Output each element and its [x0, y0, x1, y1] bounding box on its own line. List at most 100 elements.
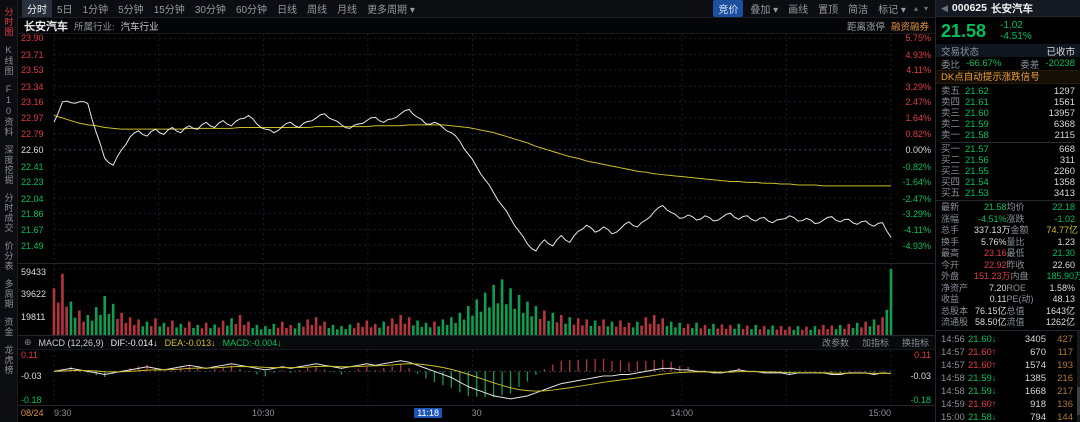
toolbar-action-button[interactable]: 叠加 ▾ — [750, 5, 779, 16]
period-tab[interactable]: 5日 — [57, 5, 73, 16]
macd-chart[interactable]: 0.11 0.11 -0.03 -0.03 -0.18 -0.18 — [18, 350, 935, 406]
period-tab[interactable]: 更多周期 ▾ — [367, 5, 415, 16]
level-label: 买三 — [941, 166, 961, 177]
sidebar-tab[interactable]: 分时图 — [3, 7, 14, 37]
stat-value: 58.50亿 — [974, 317, 1007, 327]
tick-volume: 794 — [1030, 411, 1046, 422]
stat-row: 总手 337.13万 金额 74.77亿 — [941, 225, 1078, 237]
bid-level-row[interactable]: 买四 21.54 1358 — [941, 177, 1075, 188]
collapse-down-icon[interactable]: ▾ — [923, 4, 928, 13]
tick-price: 21.60↑ — [968, 398, 997, 410]
margin-trading-link[interactable]: 融资融券 — [890, 21, 929, 33]
bid-level-row[interactable]: 买一 21.57 668 — [941, 144, 1075, 155]
toolbar-action-button[interactable]: 置顶 — [818, 5, 839, 16]
stat-value: 1262亿 — [1045, 317, 1075, 327]
period-tab[interactable]: 周线 — [307, 5, 328, 16]
period-tab[interactable]: 5分钟 — [118, 5, 144, 16]
ask-level-row[interactable]: 卖三 21.60 13957 — [941, 108, 1075, 119]
period-tabs: 分时 5日 1分钟 5分钟 15分钟 30分钟 60分钟 日线 周线 月线 更多周期 ▾ — [22, 0, 420, 17]
stat-value: 151.23万 — [974, 271, 1011, 281]
tick-price: 21.59↓ — [968, 372, 997, 384]
tick-volume: 1385 — [1024, 372, 1046, 384]
level-price: 21.60 — [965, 108, 989, 119]
stats-grid: 最新 21.58 均价 22.18 涨幅 -4.51% 涨跌 -1.02 总手 337.13万 金额… — [936, 201, 1080, 331]
macd-macd-value: MACD:-0.004↓ — [222, 337, 282, 348]
ask-level-row[interactable]: 卖二 21.59 6368 — [941, 119, 1075, 130]
stat-label: 换手 — [941, 236, 960, 247]
level-volume: 2260 — [1053, 166, 1075, 177]
period-tab[interactable]: 分时 — [22, 0, 52, 17]
industry-label: 所属行业: — [74, 21, 115, 33]
toolbar-action-button[interactable]: 竞价 — [713, 0, 744, 17]
sidebar-tab[interactable]: 龙虎榜 — [3, 345, 14, 375]
prev-stock-icon[interactable]: ◀ — [941, 2, 948, 13]
period-tab[interactable]: 15分钟 — [153, 5, 185, 16]
time-axis-label: 10:30 — [251, 408, 275, 418]
ask-level-row[interactable]: 卖四 21.61 1561 — [941, 97, 1075, 108]
toolbar-action-button[interactable]: 标记 ▾ — [878, 5, 906, 16]
indicator-settings-icon[interactable]: ⊕ — [24, 337, 32, 347]
change-params-link[interactable]: 改参数 — [821, 338, 849, 348]
period-tab[interactable]: 30分钟 — [194, 5, 226, 16]
ask-level-row[interactable]: 卖五 21.62 1297 — [941, 86, 1075, 97]
toolbar-action-button[interactable]: 画线 — [788, 5, 809, 16]
level-volume: 668 — [1059, 144, 1075, 155]
tick-volume: 3405 — [1024, 333, 1046, 345]
tick-time: 14:57 — [941, 359, 965, 371]
level-price: 21.54 — [965, 177, 989, 188]
period-tab[interactable]: 日线 — [277, 5, 298, 16]
period-tab[interactable]: 1分钟 — [82, 5, 109, 16]
stat-label: 流值 — [1006, 317, 1025, 327]
level-label: 卖三 — [941, 108, 961, 119]
ask-level-row[interactable]: 卖一 21.58 2115 — [941, 130, 1075, 141]
stat-value: 1.23 — [1057, 236, 1075, 247]
level-label: 买四 — [941, 177, 961, 188]
status-label: 交易状态 — [941, 46, 980, 58]
sidebar-tab[interactable]: 多周期 — [3, 279, 14, 309]
time-axis-label: 9:30 — [54, 408, 72, 418]
industry-link[interactable]: 汽车行业 — [120, 21, 159, 33]
sidebar-tab[interactable]: 价分表 — [3, 241, 14, 271]
stat-label: 涨跌 — [1006, 213, 1025, 224]
tick-time: 15:00 — [941, 411, 965, 422]
toolbar-actions: 竞价 叠加 ▾ 画线 置顶 简洁 标记 ▾ — [713, 0, 911, 17]
toolbar-action-button[interactable]: 简洁 — [848, 5, 869, 16]
level-volume: 2115 — [1054, 130, 1075, 141]
price-change: -1.02 — [1000, 19, 1023, 31]
limit-up-distance-link[interactable]: 距离涨停 — [846, 21, 885, 33]
stat-row: 今开 22.92 昨收 22.60 — [941, 260, 1075, 272]
stat-label: 总股本 — [941, 305, 969, 316]
sidebar-tab[interactable]: 分时成交 — [3, 193, 14, 233]
stat-value: -1.02 — [1054, 213, 1075, 224]
tick-row: 14:58 21.59↓ 1385 216 — [941, 372, 1073, 385]
trade-detail-list[interactable]: 14:56 21.60↓ 3405 427 14:57 21.60↑ 670 117 14:57… — [936, 330, 1080, 422]
scrollbar-thumb[interactable] — [1077, 387, 1080, 415]
switch-indicator-link[interactable]: 换指标 — [901, 338, 929, 348]
period-tab[interactable]: 60分钟 — [235, 5, 268, 16]
tick-count: 216 — [1057, 372, 1073, 384]
level-volume: 3413 — [1053, 188, 1075, 199]
sidebar-tab[interactable]: 资金 — [3, 317, 14, 337]
time-axis-label[interactable]: 11:18 — [414, 408, 443, 418]
sidebar-tab[interactable]: F10资料 — [3, 84, 14, 137]
bid-level-row[interactable]: 买二 21.56 311 — [941, 155, 1075, 166]
level-label: 卖四 — [941, 97, 961, 108]
tick-price: 21.60↑ — [968, 346, 997, 358]
intraday-price-chart[interactable]: 23.90 5.75% 23.71 4.93% 23.53 4.11% 23.34 3.29%… — [18, 34, 935, 264]
dk-signal-link[interactable]: DK点自动提示涨跌信号 — [936, 70, 1080, 84]
collapse-up-icon[interactable]: ▴ — [913, 4, 918, 13]
level-price: 21.59 — [965, 119, 989, 130]
tick-time: 14:58 — [941, 372, 965, 384]
volume-chart[interactable]: 59433 39622 19811 — [18, 264, 935, 336]
sidebar-tab[interactable]: K线图 — [3, 45, 14, 76]
add-indicator-link[interactable]: 加指标 — [861, 338, 889, 348]
time-axis-label: 14:00 — [670, 408, 694, 418]
sidebar-tab[interactable]: 深度挖掘 — [3, 145, 14, 185]
bid-level-row[interactable]: 买五 21.53 3413 — [941, 188, 1075, 199]
quote-header: ◀ 000625 长安汽车 — [936, 0, 1080, 17]
level-price: 21.55 — [965, 166, 989, 177]
bid-level-row[interactable]: 买三 21.55 2260 — [941, 166, 1075, 177]
period-tab[interactable]: 月线 — [337, 5, 358, 16]
order-book: 卖五 21.62 1297 卖四 21.61 1561 卖三 21.60 13957 卖二 21.5… — [936, 84, 1080, 201]
